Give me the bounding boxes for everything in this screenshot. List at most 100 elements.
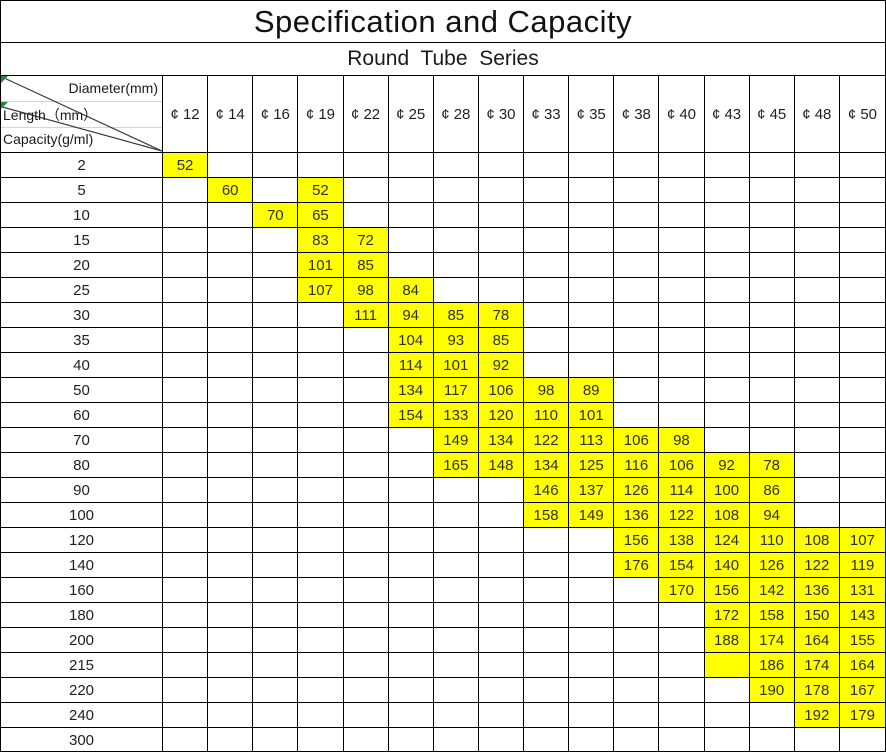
capacity-cell[interactable] bbox=[569, 603, 615, 628]
capacity-cell[interactable] bbox=[388, 178, 434, 203]
capacity-cell[interactable] bbox=[208, 578, 254, 603]
capacity-cell[interactable] bbox=[253, 528, 299, 553]
column-header-48[interactable]: ¢ 48 bbox=[794, 76, 840, 153]
capacity-cell[interactable] bbox=[163, 178, 209, 203]
capacity-cell[interactable]: 154 bbox=[659, 553, 705, 578]
capacity-cell[interactable] bbox=[298, 553, 344, 578]
capacity-cell[interactable] bbox=[343, 403, 389, 428]
capacity-cell[interactable] bbox=[433, 528, 479, 553]
capacity-cell[interactable] bbox=[614, 703, 660, 728]
capacity-cell[interactable] bbox=[524, 528, 570, 553]
capacity-cell[interactable] bbox=[163, 578, 209, 603]
capacity-cell[interactable]: 174 bbox=[749, 628, 795, 653]
capacity-cell[interactable] bbox=[478, 228, 524, 253]
capacity-cell[interactable]: 113 bbox=[569, 428, 615, 453]
capacity-cell[interactable] bbox=[524, 228, 570, 253]
row-label-50[interactable]: 50 bbox=[1, 378, 163, 403]
capacity-cell[interactable] bbox=[298, 328, 344, 353]
capacity-cell[interactable]: 92 bbox=[478, 353, 524, 378]
capacity-cell[interactable] bbox=[343, 528, 389, 553]
capacity-cell[interactable] bbox=[208, 678, 254, 703]
capacity-cell[interactable] bbox=[208, 303, 254, 328]
capacity-cell[interactable] bbox=[524, 678, 570, 703]
capacity-cell[interactable] bbox=[253, 178, 299, 203]
capacity-cell[interactable] bbox=[163, 678, 209, 703]
capacity-cell[interactable] bbox=[794, 378, 840, 403]
capacity-cell[interactable] bbox=[208, 378, 254, 403]
capacity-cell[interactable]: 116 bbox=[614, 453, 660, 478]
capacity-cell[interactable]: 52 bbox=[163, 153, 209, 178]
row-label-15[interactable]: 15 bbox=[1, 228, 163, 253]
capacity-cell[interactable]: 156 bbox=[614, 528, 660, 553]
capacity-cell[interactable] bbox=[794, 428, 840, 453]
capacity-cell[interactable] bbox=[839, 228, 885, 253]
capacity-cell[interactable] bbox=[478, 628, 524, 653]
capacity-cell[interactable]: 92 bbox=[704, 453, 750, 478]
capacity-cell[interactable] bbox=[343, 628, 389, 653]
capacity-cell[interactable]: 89 bbox=[569, 378, 615, 403]
capacity-cell[interactable] bbox=[794, 453, 840, 478]
capacity-cell[interactable] bbox=[253, 553, 299, 578]
capacity-cell[interactable] bbox=[253, 678, 299, 703]
capacity-cell[interactable] bbox=[478, 603, 524, 628]
capacity-cell[interactable] bbox=[298, 603, 344, 628]
capacity-cell[interactable]: 94 bbox=[749, 503, 795, 528]
capacity-cell[interactable] bbox=[163, 228, 209, 253]
capacity-cell[interactable] bbox=[478, 203, 524, 228]
capacity-cell[interactable] bbox=[208, 528, 254, 553]
capacity-cell[interactable] bbox=[253, 153, 299, 178]
capacity-cell[interactable] bbox=[208, 278, 254, 303]
capacity-cell[interactable]: 146 bbox=[524, 478, 570, 503]
capacity-cell[interactable]: 134 bbox=[478, 428, 524, 453]
capacity-cell[interactable] bbox=[614, 603, 660, 628]
capacity-cell[interactable]: 94 bbox=[388, 303, 434, 328]
capacity-cell[interactable] bbox=[478, 678, 524, 703]
row-label-200[interactable]: 200 bbox=[1, 628, 163, 653]
capacity-cell[interactable]: 83 bbox=[298, 228, 344, 253]
column-header-35[interactable]: ¢ 35 bbox=[569, 76, 615, 153]
row-label-80[interactable]: 80 bbox=[1, 453, 163, 478]
capacity-cell[interactable] bbox=[343, 453, 389, 478]
capacity-cell[interactable]: 78 bbox=[478, 303, 524, 328]
capacity-cell[interactable] bbox=[343, 553, 389, 578]
row-label-215[interactable]: 215 bbox=[1, 653, 163, 678]
capacity-cell[interactable] bbox=[795, 728, 840, 751]
capacity-cell[interactable] bbox=[208, 328, 254, 353]
capacity-cell[interactable] bbox=[388, 253, 434, 278]
capacity-cell[interactable] bbox=[524, 328, 570, 353]
capacity-cell[interactable] bbox=[208, 503, 254, 528]
capacity-cell[interactable] bbox=[794, 328, 840, 353]
capacity-cell[interactable] bbox=[163, 403, 209, 428]
capacity-cell[interactable] bbox=[343, 328, 389, 353]
capacity-cell[interactable] bbox=[343, 378, 389, 403]
capacity-cell[interactable] bbox=[524, 303, 570, 328]
capacity-cell[interactable] bbox=[749, 428, 795, 453]
capacity-cell[interactable] bbox=[659, 403, 705, 428]
capacity-cell[interactable] bbox=[298, 528, 344, 553]
capacity-cell[interactable] bbox=[298, 453, 344, 478]
capacity-cell[interactable]: 108 bbox=[794, 528, 840, 553]
capacity-cell[interactable] bbox=[659, 153, 705, 178]
capacity-cell[interactable]: 120 bbox=[478, 403, 524, 428]
capacity-cell[interactable]: 107 bbox=[298, 278, 344, 303]
capacity-cell[interactable]: 98 bbox=[659, 428, 705, 453]
capacity-cell[interactable]: 126 bbox=[749, 553, 795, 578]
capacity-cell[interactable] bbox=[208, 428, 254, 453]
capacity-cell[interactable] bbox=[839, 453, 885, 478]
capacity-cell[interactable] bbox=[524, 703, 570, 728]
capacity-cell[interactable]: 124 bbox=[704, 528, 750, 553]
capacity-cell[interactable] bbox=[388, 703, 434, 728]
capacity-cell[interactable] bbox=[388, 653, 434, 678]
capacity-cell[interactable] bbox=[253, 253, 299, 278]
capacity-cell[interactable]: 134 bbox=[524, 453, 570, 478]
capacity-cell[interactable]: 65 bbox=[298, 203, 344, 228]
capacity-cell[interactable]: 126 bbox=[614, 478, 660, 503]
capacity-cell[interactable]: 111 bbox=[343, 303, 389, 328]
capacity-cell[interactable] bbox=[524, 178, 570, 203]
capacity-cell[interactable] bbox=[298, 478, 344, 503]
capacity-cell[interactable] bbox=[614, 728, 660, 751]
capacity-cell[interactable] bbox=[569, 253, 615, 278]
capacity-cell[interactable]: 186 bbox=[749, 653, 795, 678]
capacity-cell[interactable] bbox=[298, 428, 344, 453]
capacity-cell[interactable] bbox=[569, 703, 615, 728]
